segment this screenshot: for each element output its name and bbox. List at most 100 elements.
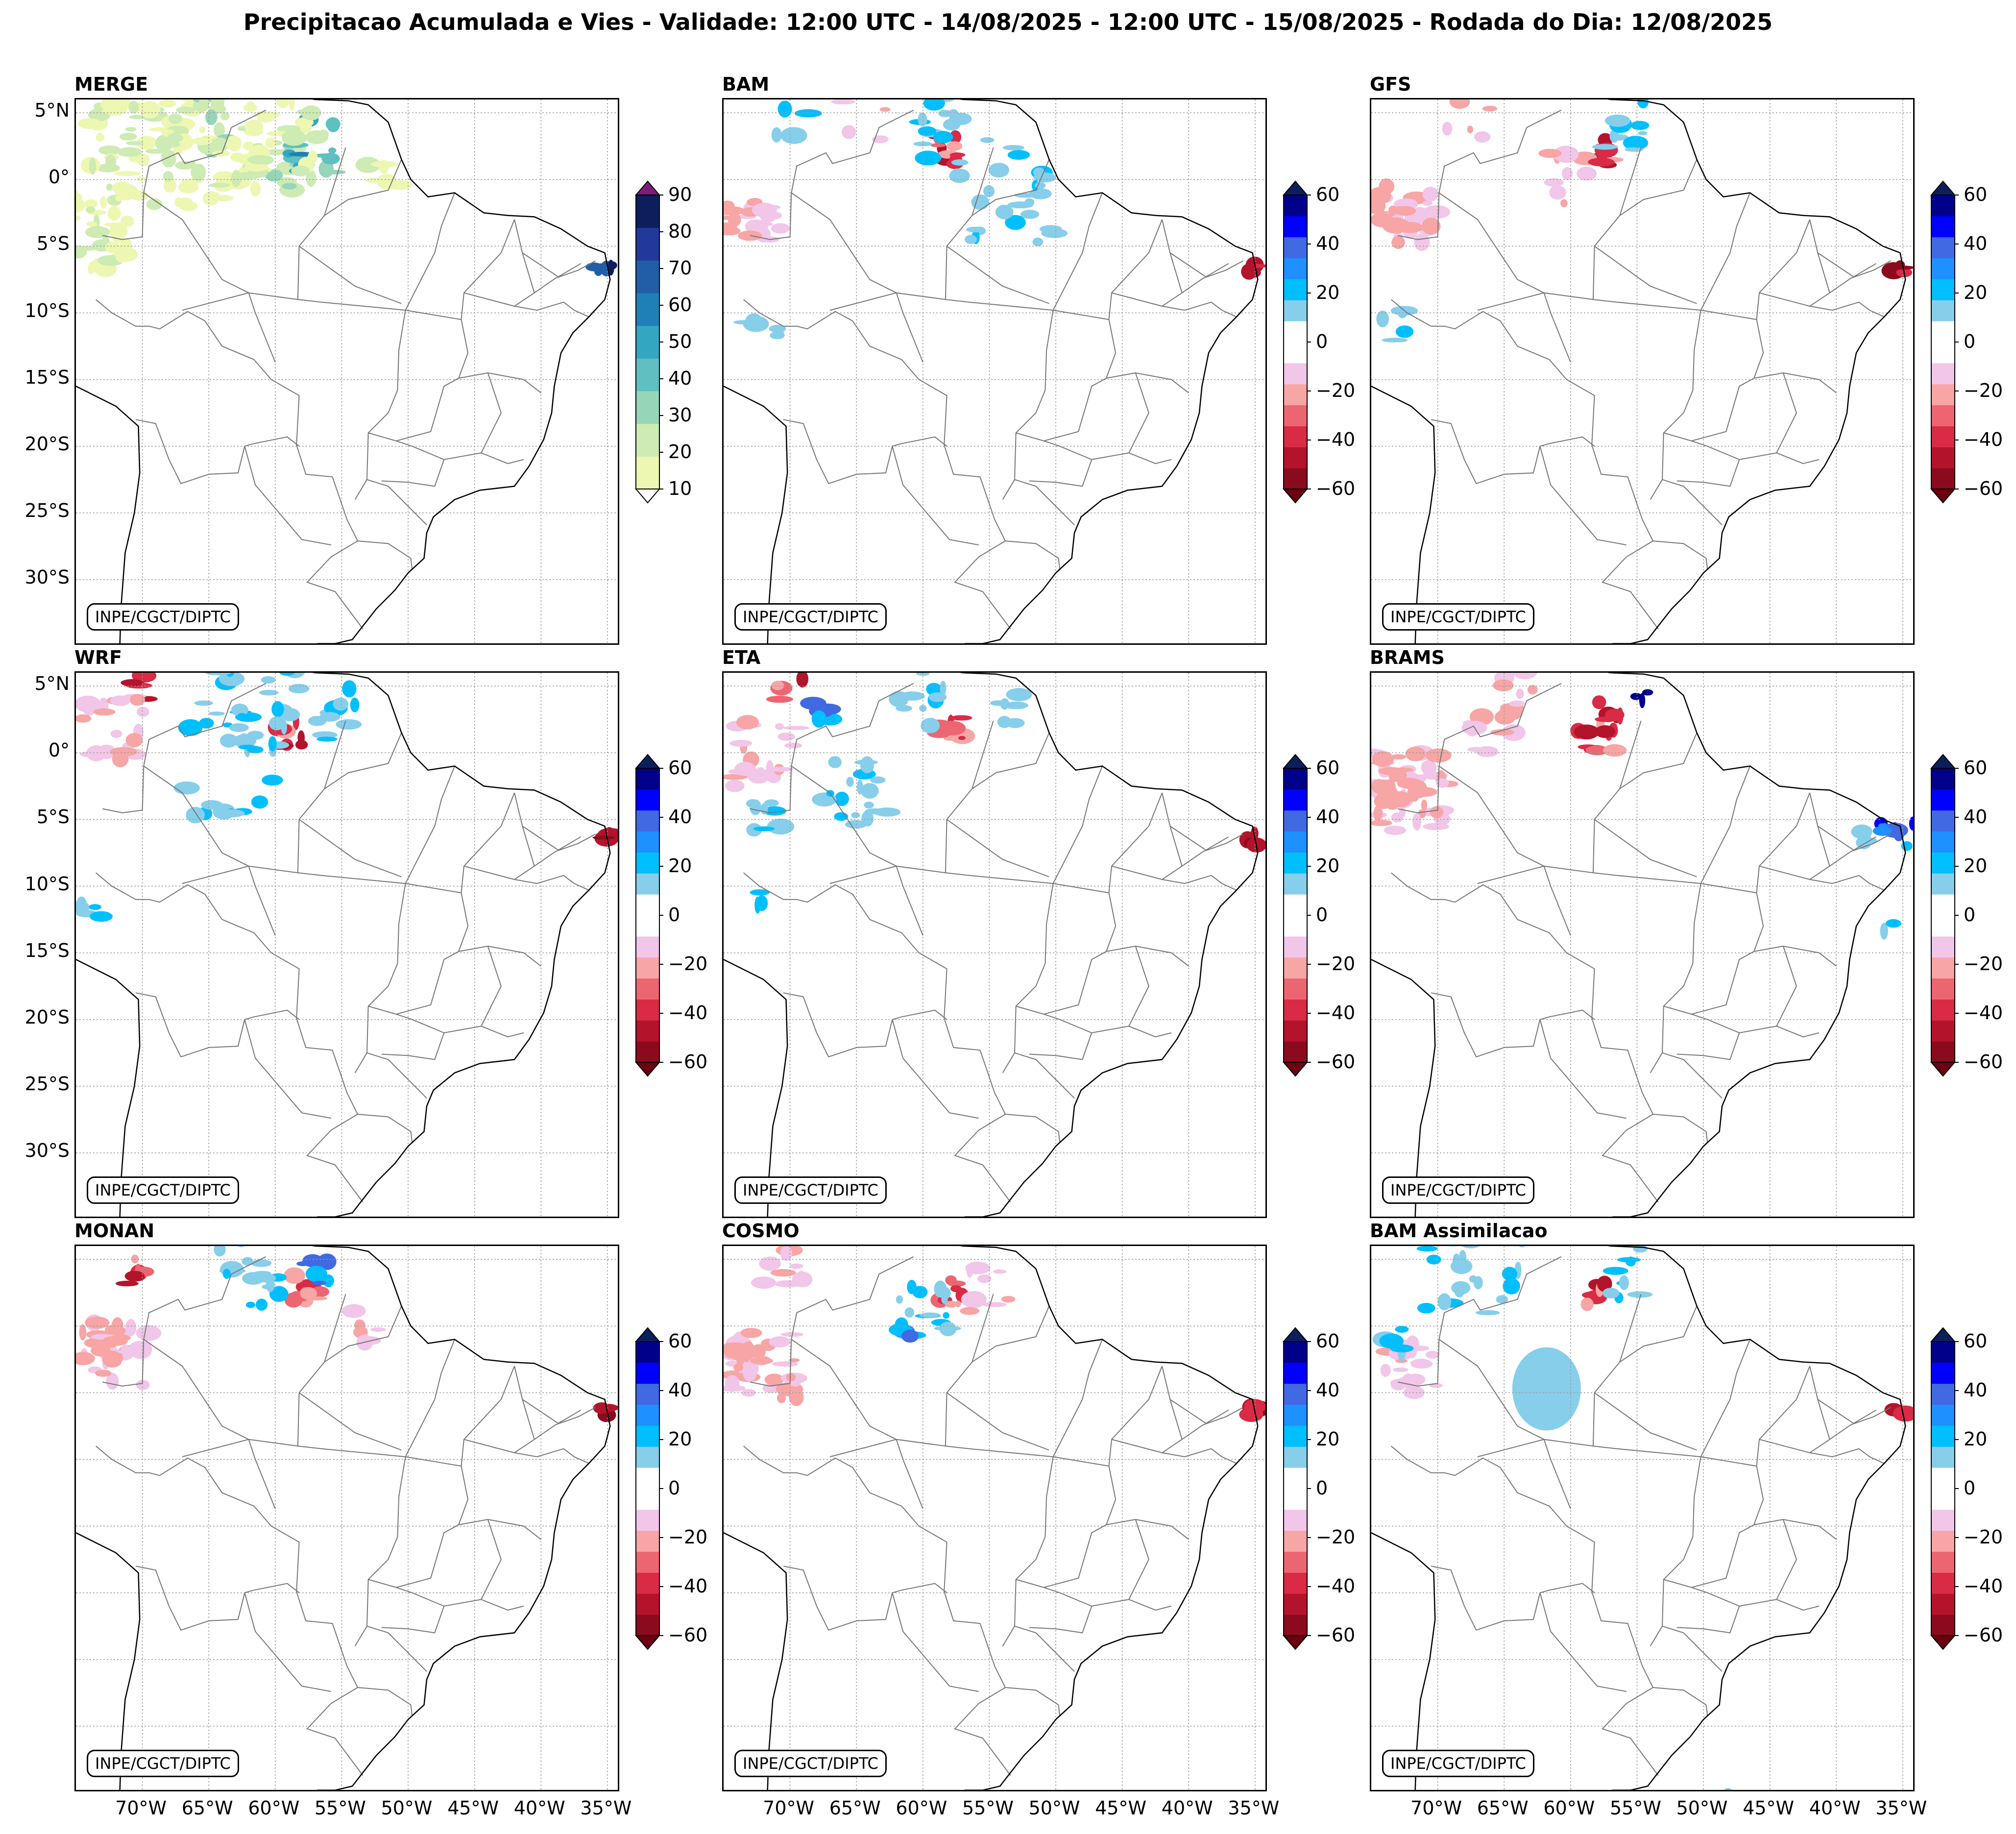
- colorbar-tick-label: 0: [1964, 1477, 1976, 1499]
- colorbar-swatch: [1931, 1383, 1955, 1405]
- colorbar-swatch: [1931, 1551, 1955, 1573]
- colorbar-swatch: [636, 423, 659, 457]
- state-border: [357, 1114, 413, 1143]
- precip-area: [282, 183, 297, 190]
- state-border: [514, 219, 535, 293]
- bias-area: [137, 707, 149, 717]
- bias-area: [764, 799, 779, 807]
- precip-area: [100, 196, 107, 209]
- precip-area: [291, 165, 310, 176]
- precip-area: [244, 163, 269, 172]
- precip-area: [105, 154, 117, 169]
- state-border: [368, 1466, 469, 1588]
- bias-area: [736, 715, 759, 730]
- colorbar-swatch: [636, 957, 659, 979]
- precip-area: [115, 247, 129, 263]
- colorbar-tick-label: 40: [1316, 233, 1340, 254]
- bias-area: [990, 700, 1008, 706]
- colorbar-swatch: [636, 915, 659, 937]
- state-border: [896, 1439, 923, 1509]
- state-border: [1663, 319, 1764, 441]
- state-border: [248, 866, 276, 936]
- state-border: [182, 865, 461, 894]
- colorbar-tick-label: −40: [668, 1002, 708, 1024]
- colorbar-swatch: [636, 358, 659, 391]
- colorbar-swatch: [1931, 1404, 1955, 1426]
- colorbar-swatch: [636, 1342, 659, 1363]
- precip-area: [276, 99, 290, 108]
- credit-label: INPE/CGCT/DIPTC: [1382, 1176, 1534, 1204]
- bias-area: [1617, 1257, 1641, 1263]
- colorbar-tick-label: −40: [1316, 1575, 1356, 1597]
- colorbar-under-arrow: [1930, 1062, 1956, 1077]
- state-border: [1753, 1518, 1837, 1540]
- map-panel-monan: INPE/CGCT/DIPTC: [74, 1245, 619, 1791]
- colorbar-over-arrow: [1930, 1327, 1956, 1342]
- lat-tick-label: 5°S: [36, 233, 70, 255]
- colorbar-tick-label: 20: [668, 441, 692, 463]
- colorbar-tick-label: 0: [1316, 331, 1328, 352]
- bias-area: [751, 1276, 777, 1289]
- bias-area: [915, 150, 942, 166]
- colorbar-tick-label: −20: [1964, 380, 2003, 401]
- bias-area: [1580, 1297, 1594, 1311]
- state-border: [1014, 479, 1075, 526]
- bias-area: [95, 1369, 112, 1377]
- bias-area: [945, 1300, 958, 1308]
- colorbar-swatch: [1931, 978, 1955, 1000]
- precip-area: [109, 223, 128, 239]
- bias-area: [1467, 125, 1474, 134]
- bias-area: [1490, 729, 1515, 736]
- bias-area: [796, 673, 809, 688]
- state-border: [463, 260, 596, 307]
- lat-tick-label: 10°S: [24, 299, 70, 321]
- colorbar-tick-label: −60: [1964, 478, 2003, 499]
- bias-area: [943, 1312, 949, 1319]
- state-border: [368, 892, 469, 1015]
- precip-area: [98, 145, 121, 155]
- colorbar-swatch: [636, 789, 659, 811]
- bias-colorbar: 60 40 20 0 −20 −40 −60: [1929, 1327, 2013, 1650]
- colorbar-tick-label: −40: [1316, 1002, 1356, 1024]
- colorbar-swatch: [1284, 789, 1307, 811]
- state-border: [1477, 865, 1757, 894]
- state-border: [1162, 219, 1183, 293]
- bias-area: [1005, 718, 1025, 728]
- map-panel-cosmo: INPE/CGCT/DIPTC: [722, 1245, 1267, 1791]
- state-border: [1016, 892, 1117, 1015]
- bias-area: [760, 803, 768, 815]
- colorbar-under-arrow: [634, 1062, 661, 1077]
- colorbar-swatch: [1284, 216, 1307, 238]
- bias-area: [1430, 806, 1444, 819]
- precip-area: [77, 118, 102, 129]
- bias-area: [1603, 1267, 1628, 1275]
- bias-area: [1519, 1246, 1526, 1247]
- precip-area: [211, 99, 224, 110]
- colorbar-swatch: [1284, 978, 1307, 1000]
- bias-area: [76, 1352, 95, 1366]
- precip-area: [137, 135, 157, 150]
- bias-area: [752, 202, 777, 218]
- colorbar-swatch: [636, 456, 659, 489]
- state-border: [1759, 833, 1891, 880]
- state-border: [514, 1448, 589, 1464]
- panel-title: COSMO: [722, 1220, 800, 1242]
- state-border: [461, 219, 515, 320]
- map-canvas: [1371, 1246, 1913, 1790]
- bias-area: [743, 1364, 757, 1382]
- state-border: [1106, 372, 1189, 393]
- bias-area: [769, 1336, 791, 1348]
- bias-area: [729, 740, 753, 747]
- bias-area: [1561, 167, 1573, 180]
- bias-area: [1461, 1246, 1480, 1248]
- bias-area: [1413, 233, 1430, 251]
- lon-tick-label: 50°W: [381, 1797, 433, 1819]
- colorbar-swatch: [636, 1467, 659, 1489]
- bias-area: [1002, 145, 1024, 150]
- credit-label: INPE/CGCT/DIPTC: [87, 603, 239, 631]
- colorbar-swatch: [1931, 1041, 1955, 1063]
- bias-area: [237, 713, 248, 721]
- colorbar-swatch: [1931, 915, 1955, 937]
- bias-area: [1639, 693, 1646, 709]
- lon-tick-label: 65°W: [181, 1797, 233, 1819]
